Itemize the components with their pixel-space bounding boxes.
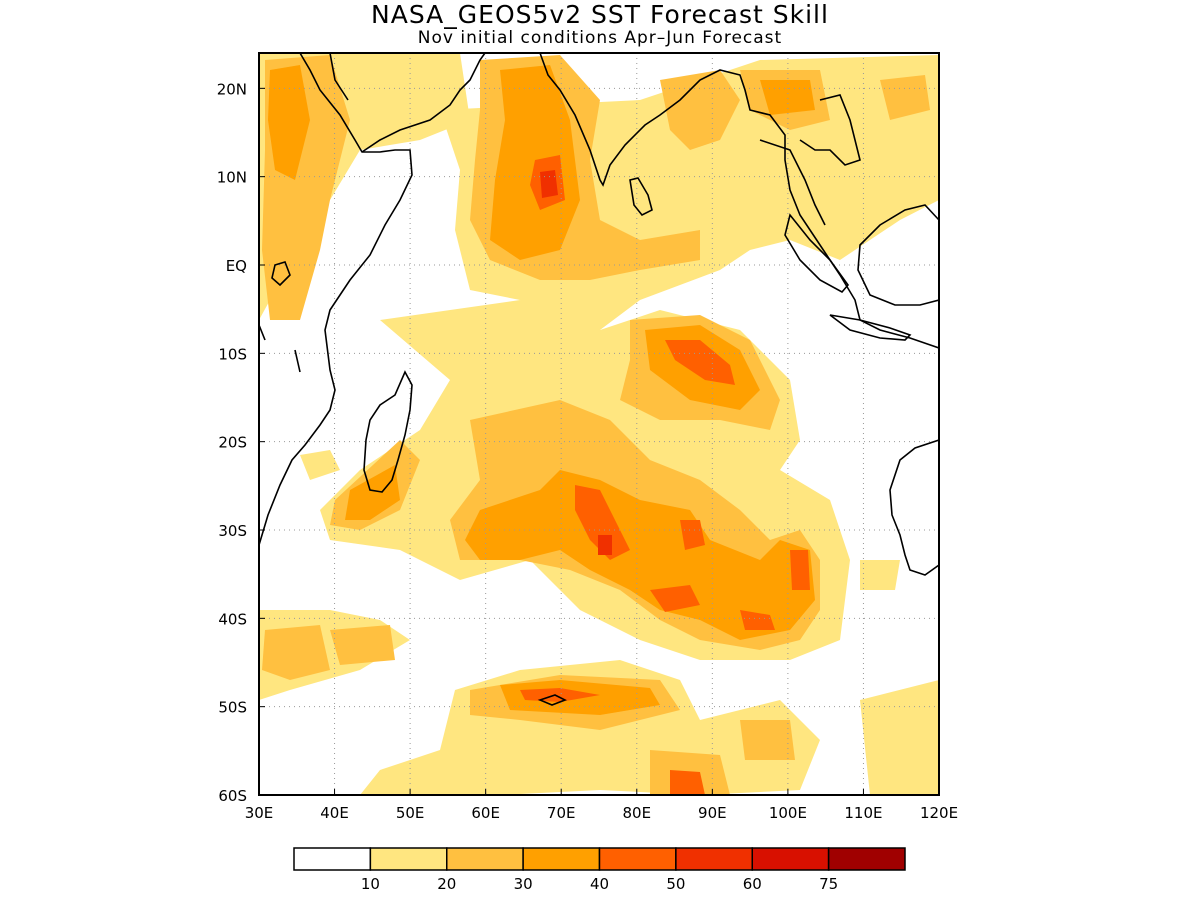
colorbar-swatch	[751, 847, 830, 871]
color-legend: 10 20 30 40 50 60 75	[293, 847, 906, 893]
lat-tick-label: 20N	[217, 80, 247, 98]
skill-contours	[259, 53, 939, 795]
colorbar-label: 10	[361, 875, 380, 893]
lat-tick-label: 10S	[218, 345, 247, 363]
coastline-borneo	[857, 204, 939, 306]
colorbar-label: 60	[743, 875, 762, 893]
lon-tick-label: 30E	[245, 804, 274, 822]
lon-tick-label: 110E	[844, 804, 882, 822]
coastlines	[259, 53, 939, 706]
coastline-africa-arabia	[259, 53, 413, 546]
coastline-arabian-peninsula	[361, 53, 486, 153]
colorbar-label: 75	[819, 875, 838, 893]
colorbar-label: 20	[437, 875, 456, 893]
skill-level-40-50	[520, 155, 810, 795]
lon-tick-label: 100E	[769, 804, 807, 822]
colorbar-swatch	[827, 847, 906, 871]
latitude-axis-labels: 20N 10N EQ 10S 20S 30S 40S 50S 60S	[217, 80, 265, 805]
coastline-india	[539, 53, 939, 349]
colorbar-label: 30	[514, 875, 533, 893]
lat-tick-label: 20S	[218, 434, 247, 452]
chart-title: NASA_GEOS5v2 SST Forecast Skill	[371, 0, 829, 29]
coastline-indochina-malay	[799, 94, 861, 166]
coastline-sumatra	[784, 213, 850, 294]
lon-tick-label: 70E	[547, 804, 576, 822]
lon-tick-label: 120E	[920, 804, 958, 822]
lat-tick-label: 50S	[218, 699, 247, 717]
colorbar-label: 40	[590, 875, 609, 893]
coastline-madagascar	[363, 370, 413, 493]
colorbar-swatch	[446, 847, 524, 871]
chart-subtitle: Nov initial conditions Apr–Jun Forecast	[417, 28, 783, 48]
colorbar-label: 50	[666, 875, 685, 893]
lat-tick-label: 10N	[217, 169, 247, 187]
colorbar-swatch	[293, 847, 372, 871]
map-frame	[258, 52, 940, 796]
coastline-sri-lanka	[629, 177, 653, 217]
map-gridlines	[259, 53, 939, 795]
lat-tick-label: 60S	[218, 787, 247, 805]
colorbar-swatch	[522, 847, 601, 871]
colorbar-swatch	[369, 847, 448, 871]
lon-tick-label: 80E	[622, 804, 651, 822]
lat-tick-label: 40S	[218, 610, 247, 628]
coastline-java	[829, 314, 912, 341]
longitude-axis-labels: 30E 40E 50E 60E 70E 80E 90E 100E 110E 120E	[245, 789, 958, 822]
lon-tick-label: 50E	[396, 804, 425, 822]
coastline-australia	[889, 439, 939, 576]
colorbar-swatch	[598, 847, 677, 871]
lon-tick-label: 60E	[471, 804, 500, 822]
lat-tick-label: EQ	[226, 257, 247, 275]
lon-tick-label: 40E	[320, 804, 349, 822]
colorbar-swatch	[675, 847, 753, 871]
lon-tick-label: 90E	[698, 804, 727, 822]
lat-tick-label: 30S	[218, 522, 247, 540]
